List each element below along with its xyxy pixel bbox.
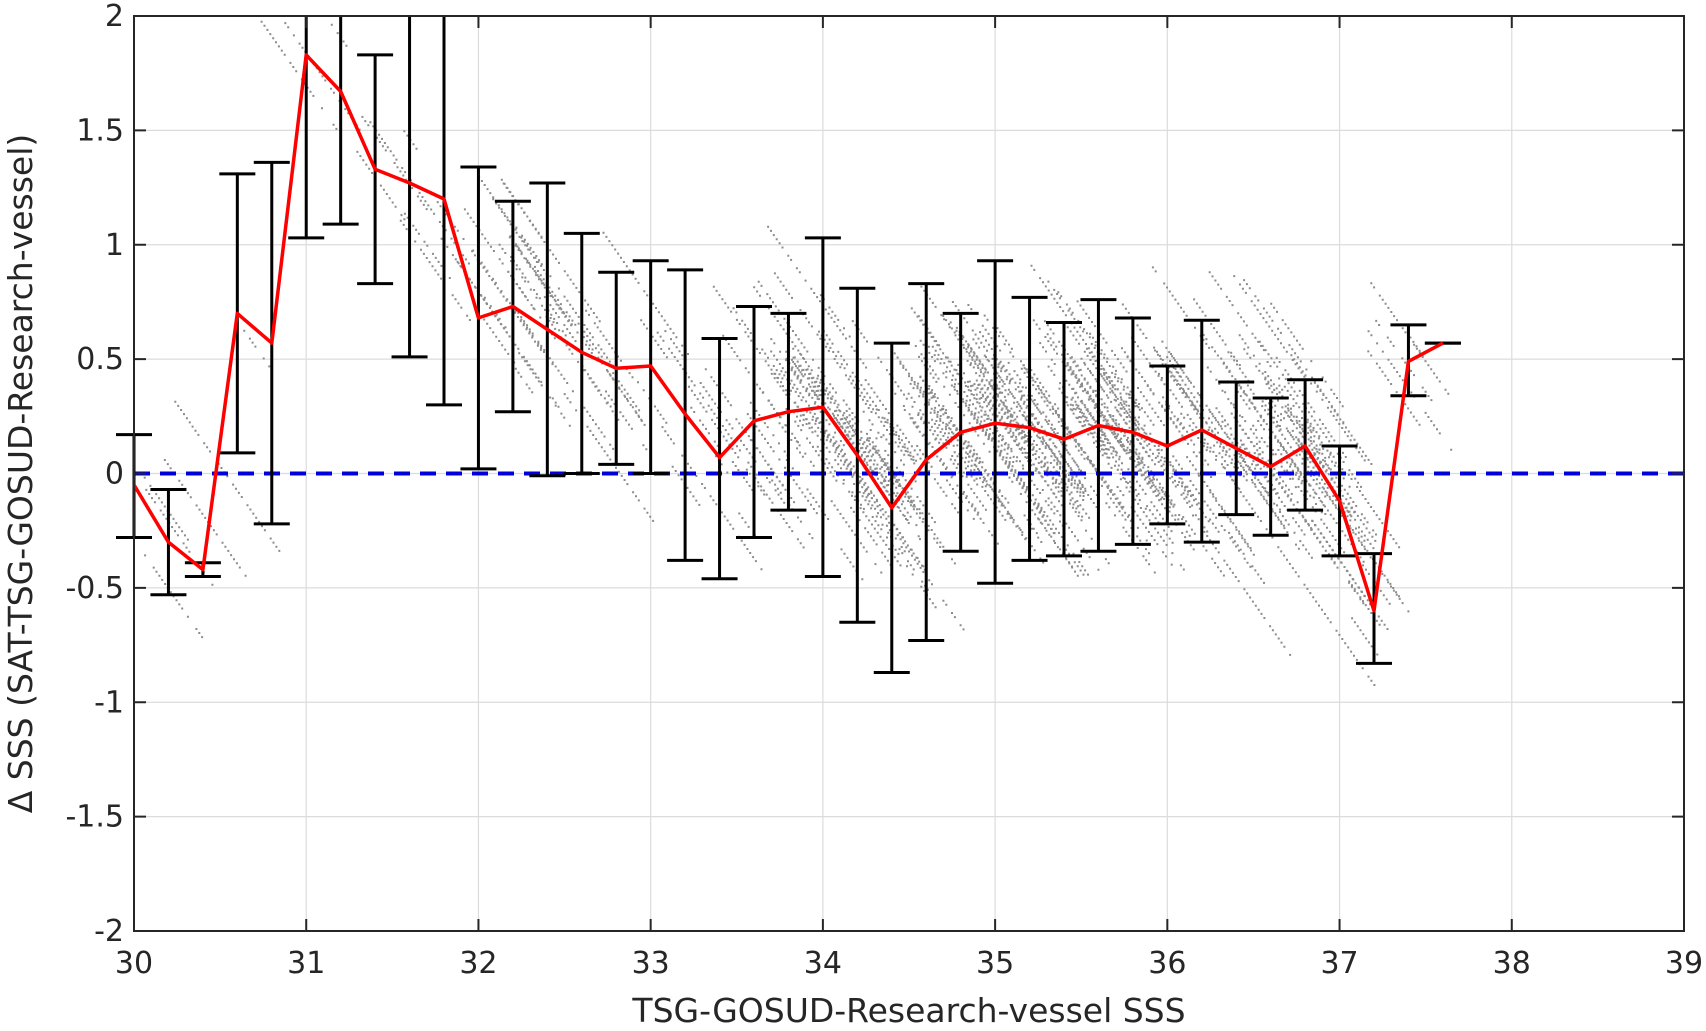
x-tick-label: 34 [804, 946, 842, 981]
y-tick-label: -2 [94, 914, 124, 949]
x-tick-label: 33 [632, 946, 670, 981]
x-axis-label: TSG-GOSUD-Research-vessel SSS [631, 991, 1185, 1030]
x-tick-label: 39 [1665, 946, 1703, 981]
y-tick-label: 2 [105, 0, 124, 34]
y-tick-label: -1.5 [65, 800, 124, 835]
y-tick-label: 0 [105, 457, 124, 492]
x-tick-label: 31 [287, 946, 325, 981]
x-tick-label: 36 [1148, 946, 1186, 981]
y-tick-label: 1.5 [76, 113, 124, 148]
y-axis-label: Δ SSS (SAT-TSG-GOSUD-Research-vessel) [1, 134, 40, 814]
scatter-points [143, 20, 1453, 686]
x-tick-label: 35 [976, 946, 1014, 981]
x-tick-label: 37 [1320, 946, 1358, 981]
y-tick-label: 1 [105, 228, 124, 263]
scatter-point-cloud [143, 20, 1453, 686]
y-tick-label: -1 [94, 685, 124, 720]
mean-series-line [132, 53, 1444, 613]
x-tick-label: 38 [1493, 946, 1531, 981]
y-tick-label: 0.5 [76, 342, 124, 377]
mean-line [132, 53, 1444, 613]
axis-ticks: 30 31 32 33 34 35 36 37 38 39 -2 -1.5 -1 -0.5 0 0.5 1 1.5… [65, 0, 1703, 981]
x-tick-label: 30 [115, 946, 153, 981]
y-tick-label: -0.5 [65, 571, 124, 606]
x-tick-label: 32 [459, 946, 497, 981]
